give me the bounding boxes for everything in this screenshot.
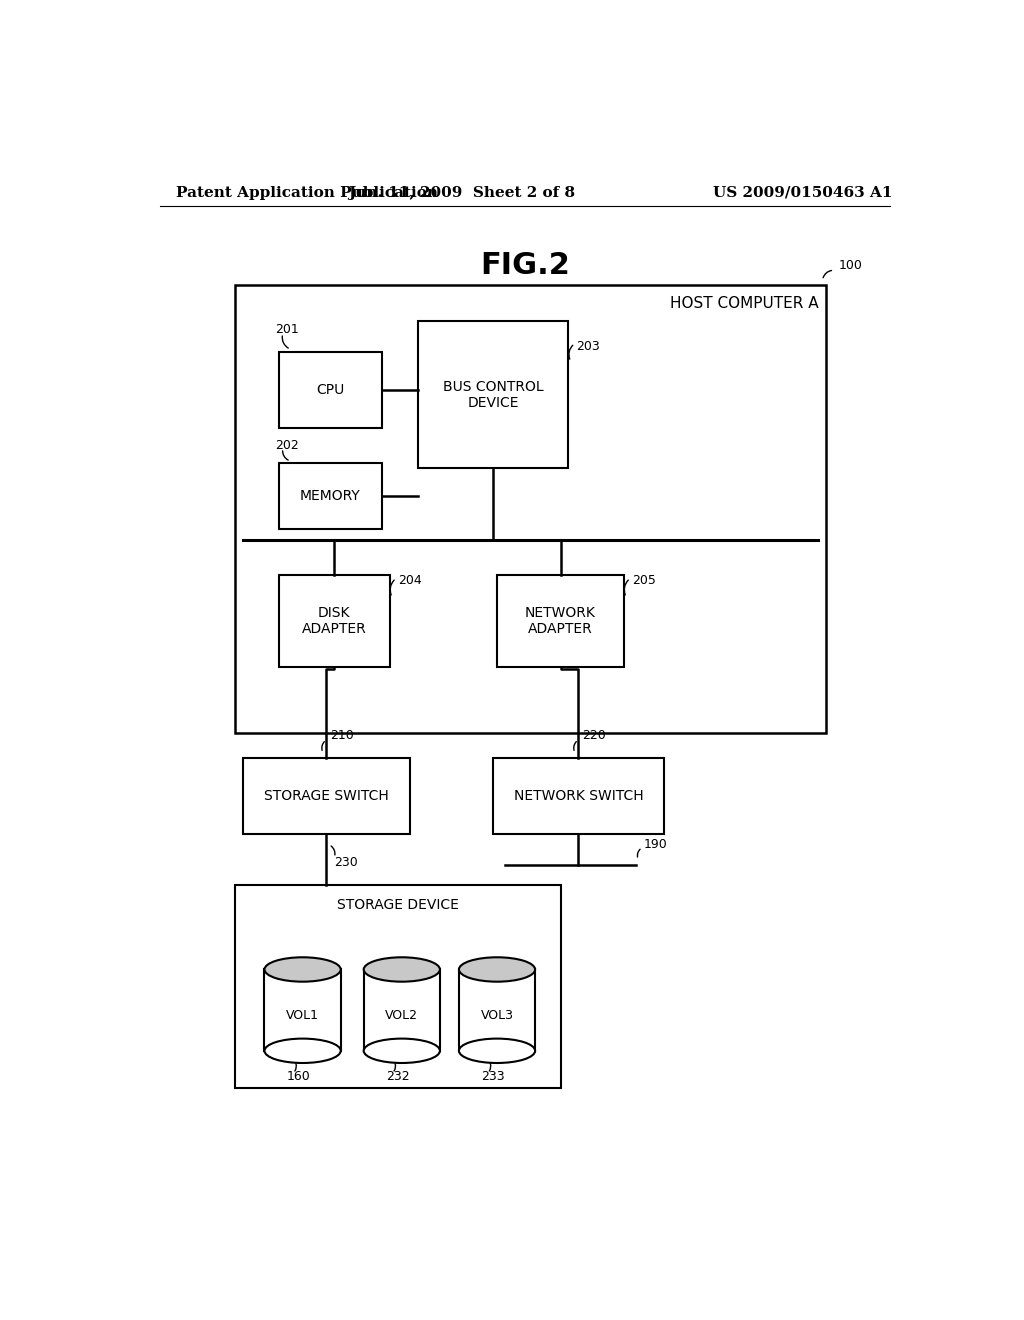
Bar: [279, 351, 382, 428]
Text: 202: 202: [274, 438, 299, 451]
Text: 201: 201: [274, 322, 299, 335]
Text: 205: 205: [632, 574, 655, 586]
Bar: [264, 969, 341, 1051]
Text: FIG.2: FIG.2: [480, 251, 569, 280]
Ellipse shape: [264, 957, 341, 982]
Text: STORAGE SWITCH: STORAGE SWITCH: [264, 789, 389, 803]
Bar: [364, 969, 440, 1051]
Ellipse shape: [459, 1039, 536, 1063]
Ellipse shape: [459, 957, 536, 982]
Text: 232: 232: [386, 1069, 410, 1082]
Text: HOST COMPUTER A: HOST COMPUTER A: [670, 296, 818, 310]
Text: DISK
ADAPTER: DISK ADAPTER: [302, 606, 367, 636]
Text: CPU: CPU: [316, 383, 344, 396]
Bar: [494, 758, 664, 834]
Text: VOL3: VOL3: [480, 1008, 513, 1022]
Text: 220: 220: [582, 729, 605, 742]
Text: US 2009/0150463 A1: US 2009/0150463 A1: [713, 186, 892, 199]
Ellipse shape: [364, 957, 440, 982]
Bar: [418, 321, 568, 469]
Text: STORAGE DEVICE: STORAGE DEVICE: [337, 899, 459, 912]
Bar: [236, 285, 826, 733]
Ellipse shape: [264, 1039, 341, 1063]
Text: MEMORY: MEMORY: [300, 490, 360, 503]
Text: VOL1: VOL1: [286, 1008, 319, 1022]
Text: 204: 204: [397, 574, 422, 586]
Text: NETWORK
ADAPTER: NETWORK ADAPTER: [525, 606, 596, 636]
Bar: [279, 463, 382, 529]
Text: 160: 160: [287, 1069, 310, 1082]
Bar: [243, 758, 410, 834]
Bar: [236, 886, 560, 1089]
Text: 100: 100: [839, 259, 862, 272]
Text: NETWORK SWITCH: NETWORK SWITCH: [514, 789, 643, 803]
Text: BUS CONTROL
DEVICE: BUS CONTROL DEVICE: [442, 380, 544, 409]
Text: 203: 203: [577, 341, 600, 352]
Ellipse shape: [364, 1039, 440, 1063]
Text: 233: 233: [481, 1069, 505, 1082]
Text: 210: 210: [330, 729, 353, 742]
Bar: [459, 969, 536, 1051]
Text: VOL2: VOL2: [385, 1008, 418, 1022]
Bar: [497, 576, 624, 667]
Bar: [279, 576, 390, 667]
Text: 190: 190: [644, 838, 668, 851]
Text: Patent Application Publication: Patent Application Publication: [176, 186, 437, 199]
Text: 230: 230: [334, 857, 358, 870]
Text: Jun. 11, 2009  Sheet 2 of 8: Jun. 11, 2009 Sheet 2 of 8: [348, 186, 574, 199]
